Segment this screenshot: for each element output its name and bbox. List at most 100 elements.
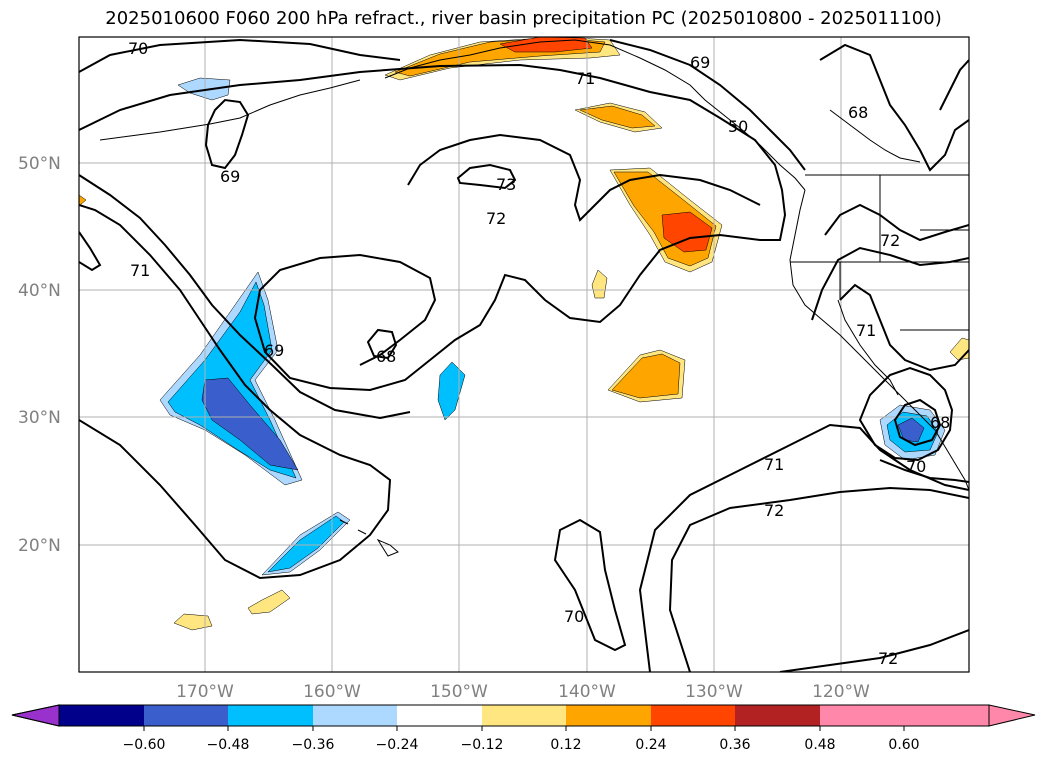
pos-region-small-2 [173, 613, 213, 631]
contour-label: 50 [728, 117, 748, 136]
colorbar-segment [228, 705, 313, 726]
cb-tick-label: −0.12 [461, 737, 504, 753]
contour-71-west-us [811, 246, 969, 321]
plot-frame [78, 36, 970, 673]
contour-label: 71 [130, 261, 150, 280]
lat-label: 50°N [18, 154, 61, 174]
contour-68-mexico [893, 398, 942, 447]
contour-label: 73 [496, 175, 516, 194]
colorbar-low-outline [11, 704, 60, 727]
west-coast [789, 189, 969, 491]
contour-72-se [779, 629, 969, 672]
pos-region-small-1 [591, 269, 608, 299]
colorbar-segment [820, 705, 904, 726]
baja-peninsula [837, 299, 899, 396]
contour-label: 72 [486, 209, 506, 228]
neg-region-central-pacific-dark [201, 377, 299, 471]
colorbar-segment [59, 705, 144, 726]
pos-region-small-3 [247, 589, 291, 615]
map-plot-area: 70 71 69 50 68 73 72 69 72 71 71 68 69 6… [78, 36, 970, 673]
lat-label: 40°N [18, 281, 61, 301]
colorbar-high-outline [988, 704, 1036, 727]
contour-label: 71 [856, 321, 876, 340]
latitude-labels: 50°N 40°N 30°N 20°N [18, 154, 61, 556]
contour-labels: 70 71 69 50 68 73 72 69 72 71 71 68 69 6… [128, 39, 950, 668]
cb-tick-label: −0.60 [123, 737, 166, 753]
contour-70-south [553, 518, 627, 652]
colorbar: −0.60 −0.48 −0.36 −0.24 −0.12 0.12 0.24 … [11, 704, 1036, 753]
contour-70-north [79, 38, 401, 73]
colorbar-segment [651, 705, 735, 726]
contour-68-central [366, 328, 398, 360]
pos-region-subtropic-mid [611, 353, 681, 399]
colorbar-segment [313, 705, 397, 726]
contour-72-east [668, 486, 969, 672]
longitude-labels: 170°W 160°W 150°W 140°W 130°W 120°W [176, 682, 870, 702]
contour-label: 72 [878, 649, 898, 668]
contour-label: 69 [690, 53, 710, 72]
map-gridlines [79, 37, 969, 672]
cb-tick-label: 0.36 [719, 737, 750, 753]
contour-label: 69 [220, 167, 240, 186]
pos-region-pacific-nw-dark [661, 211, 713, 253]
contour-label: 68 [376, 347, 396, 366]
contour-72-west-us [824, 203, 969, 242]
coastlines [99, 39, 969, 557]
contour-70-southwest [79, 204, 392, 580]
contour-71-west [79, 174, 411, 420]
colorbar-segment [482, 705, 566, 726]
refractivity-contours [79, 38, 969, 672]
contour-label: 70 [564, 607, 584, 626]
lon-label: 140°W [558, 682, 616, 702]
cb-tick-label: −0.36 [292, 737, 335, 753]
cb-tick-label: −0.48 [207, 737, 250, 753]
lon-label: 170°W [176, 682, 234, 702]
colorbar-segment [735, 705, 820, 726]
cb-tick-label: −0.24 [376, 737, 419, 753]
contour-label: 71 [764, 455, 784, 474]
alaska-coastline [384, 39, 806, 191]
contour-70-east [879, 459, 969, 483]
lon-label: 160°W [303, 682, 361, 702]
contour-71-gulf [79, 63, 787, 392]
cb-tick-label: 0.60 [888, 737, 919, 753]
pacific-nw-rivers [829, 109, 921, 163]
contour-label: 70 [906, 457, 926, 476]
cb-tick-label: 0.48 [804, 737, 835, 753]
contour-label: 70 [128, 39, 148, 58]
colorbar-segment [566, 705, 651, 726]
contour-label: 69 [264, 341, 284, 360]
contour-label: 72 [764, 501, 784, 520]
map-title: 2025010600 F060 200 hPa refract., river … [105, 8, 942, 29]
colorbar-extend-low [11, 704, 60, 727]
cb-tick-label: 0.24 [635, 737, 666, 753]
colorbar-tick-labels: −0.60 −0.48 −0.36 −0.24 −0.12 0.12 0.24 … [123, 737, 920, 753]
colorbar-ticks [143, 726, 905, 731]
hawaii-islands [339, 519, 399, 557]
contour-label: 68 [848, 103, 868, 122]
lon-label: 120°W [812, 682, 870, 702]
pos-region-offshore-bc-mid [579, 105, 656, 129]
contour-73 [456, 163, 517, 190]
colorbar-extend-high [904, 705, 1035, 726]
contour-72-central [407, 133, 761, 222]
aleutian-islands [99, 79, 361, 141]
lon-label: 130°W [685, 682, 743, 702]
contour-69-ne [939, 59, 969, 111]
colorbar-segment [144, 705, 228, 726]
lat-label: 20°N [18, 536, 61, 556]
contour-69-mexico [858, 366, 954, 462]
contour-label: 72 [880, 231, 900, 250]
contour-68-canada [819, 43, 969, 172]
contour-69-canada [609, 39, 806, 171]
lat-label: 30°N [18, 408, 61, 428]
contour-label: 71 [575, 69, 595, 88]
neg-region-subtropic [437, 361, 466, 421]
contour-label: 68 [930, 413, 950, 432]
lon-label: 150°W [430, 682, 488, 702]
contour-69-west [204, 98, 250, 170]
colorbar-segment [397, 705, 482, 726]
contour-71-mexico [839, 283, 969, 372]
contour-69-sw-small [79, 231, 102, 272]
